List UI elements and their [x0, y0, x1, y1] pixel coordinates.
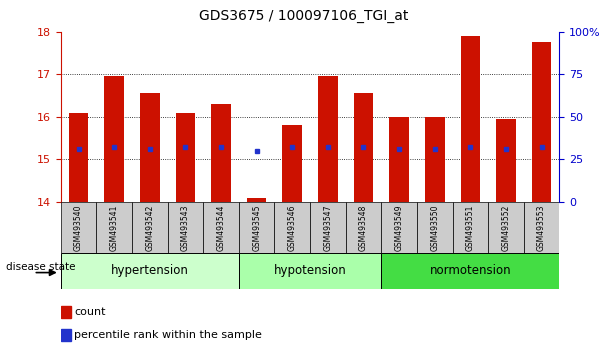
Text: GSM493548: GSM493548: [359, 204, 368, 251]
Bar: [211, 104, 231, 202]
Bar: [247, 198, 266, 202]
Text: GSM493541: GSM493541: [109, 204, 119, 251]
Bar: [97, 202, 132, 253]
Text: GSM493553: GSM493553: [537, 204, 546, 251]
Bar: [381, 202, 417, 253]
Text: hypertension: hypertension: [111, 264, 188, 277]
Bar: [452, 202, 488, 253]
Text: GSM493540: GSM493540: [74, 204, 83, 251]
Bar: [132, 202, 168, 253]
Text: normotension: normotension: [429, 264, 511, 277]
Text: percentile rank within the sample: percentile rank within the sample: [74, 330, 262, 340]
Bar: [61, 329, 71, 341]
Bar: [417, 202, 452, 253]
Bar: [61, 253, 239, 289]
Text: GSM493543: GSM493543: [181, 204, 190, 251]
Text: GSM493544: GSM493544: [216, 204, 226, 251]
Text: GSM493545: GSM493545: [252, 204, 261, 251]
Bar: [239, 253, 381, 289]
Bar: [496, 119, 516, 202]
Bar: [460, 36, 480, 202]
Bar: [61, 202, 97, 253]
Text: GSM493549: GSM493549: [395, 204, 404, 251]
Bar: [346, 202, 381, 253]
Text: hypotension: hypotension: [274, 264, 347, 277]
Text: GDS3675 / 100097106_TGI_at: GDS3675 / 100097106_TGI_at: [199, 9, 409, 23]
Bar: [283, 125, 302, 202]
Bar: [168, 202, 203, 253]
Text: GSM493550: GSM493550: [430, 204, 439, 251]
Text: disease state: disease state: [6, 262, 75, 272]
Bar: [274, 202, 310, 253]
Text: GSM493542: GSM493542: [145, 204, 154, 251]
Text: GSM493546: GSM493546: [288, 204, 297, 251]
Bar: [354, 93, 373, 202]
Bar: [532, 42, 551, 202]
Text: GSM493551: GSM493551: [466, 204, 475, 251]
Bar: [140, 93, 160, 202]
Bar: [523, 202, 559, 253]
Bar: [239, 202, 274, 253]
Bar: [203, 202, 239, 253]
Bar: [425, 117, 444, 202]
Bar: [61, 306, 71, 318]
Bar: [318, 76, 337, 202]
Text: count: count: [74, 307, 106, 317]
Bar: [176, 113, 195, 202]
Text: GSM493552: GSM493552: [502, 204, 511, 251]
Bar: [105, 76, 124, 202]
Bar: [69, 113, 88, 202]
Bar: [381, 253, 559, 289]
Text: GSM493547: GSM493547: [323, 204, 333, 251]
Bar: [310, 202, 346, 253]
Bar: [488, 202, 523, 253]
Bar: [389, 117, 409, 202]
